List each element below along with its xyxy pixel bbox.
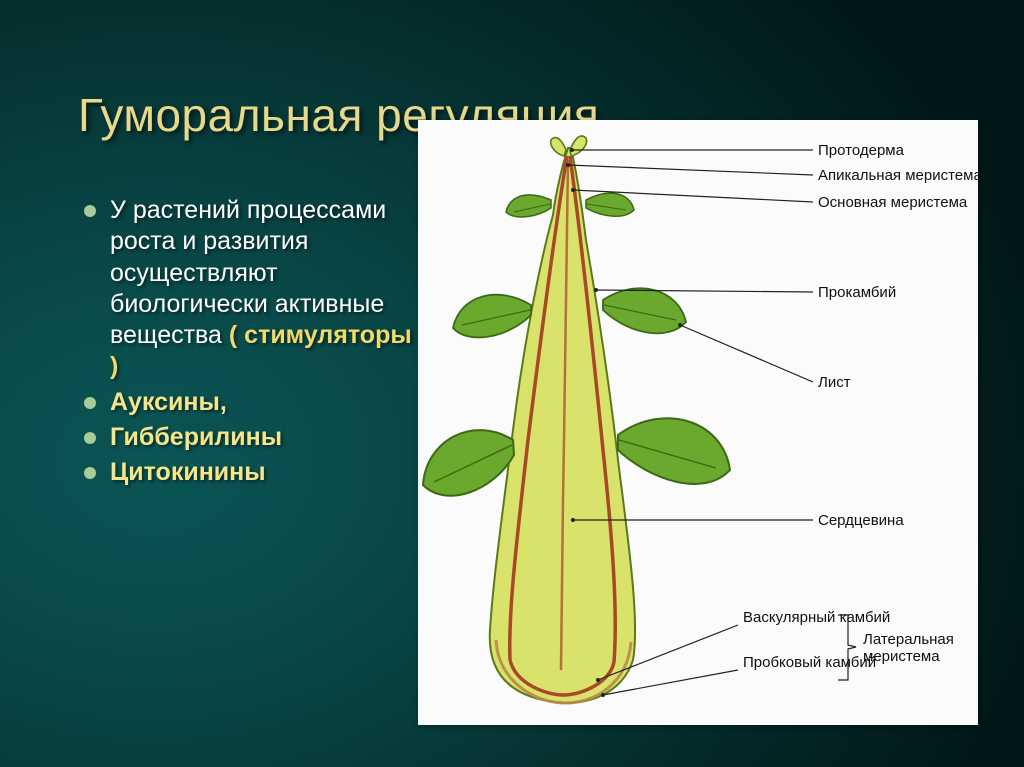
dot — [594, 288, 598, 292]
lbl-cork-cambium: Пробковый камбий — [743, 655, 876, 672]
plant-diagram: Протодерма Апикальная меристема Основная… — [418, 120, 978, 725]
dot — [570, 148, 574, 152]
bullet-4: Цитокинины — [78, 457, 418, 488]
leaf-l2 — [453, 295, 531, 338]
lbl-leaf: Лист — [818, 374, 851, 391]
ptr-apical — [568, 165, 813, 175]
apex-right — [570, 136, 587, 156]
lbl-osnov: Основная меристема — [818, 194, 967, 211]
leaf-r3 — [618, 418, 730, 484]
bullet-2: Ауксины, — [78, 387, 418, 418]
lbl-apical: Апикальная меристема — [818, 167, 982, 184]
dot — [571, 188, 575, 192]
dot — [571, 518, 575, 522]
bullet-1: У растений процессами роста и развития о… — [78, 195, 418, 383]
leaf-l1 — [506, 195, 551, 217]
apex-left — [551, 138, 566, 156]
lbl-pith: Сердцевина — [818, 512, 904, 529]
bullet-3: Гибберилины — [78, 422, 418, 453]
leaf-l3 — [423, 430, 514, 496]
dot — [601, 693, 605, 697]
lbl-vascular-cambium: Васкулярный камбий — [743, 610, 890, 627]
leaf-r2 — [603, 288, 686, 333]
ptr-leaf — [680, 325, 813, 382]
dot — [596, 678, 600, 682]
lbl-lateral: Латеральная меристема — [863, 632, 973, 665]
lbl-procambium: Прокамбий — [818, 284, 896, 301]
bullet-list: У растений процессами роста и развития о… — [78, 195, 418, 492]
dot — [678, 323, 682, 327]
dot — [566, 163, 570, 167]
lbl-protoderma: Протодерма — [818, 142, 904, 159]
